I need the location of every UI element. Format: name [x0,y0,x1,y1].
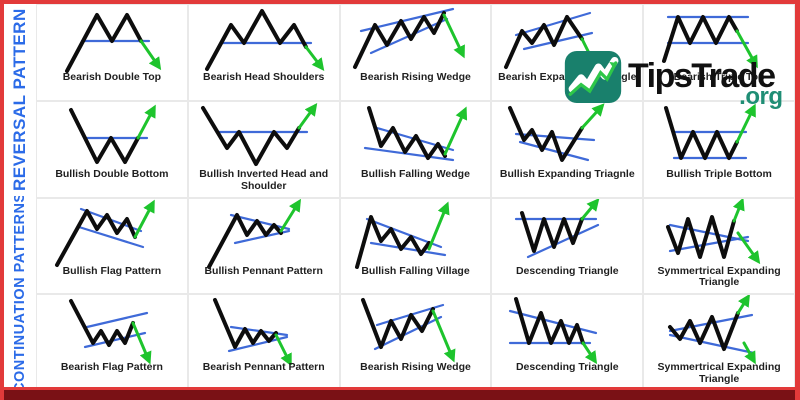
pattern-card: Bearish Double Top [37,5,187,100]
pattern-card: Bearish Rising Wedge [340,295,491,390]
pattern-label: Bullish Pennant Pattern [204,264,323,277]
section-sidebar: REVERSAL PATTERN CONTINUATION PATTERNS [4,4,36,391]
pattern-label: Bearish Triple Top [673,71,765,83]
pattern-label: Bearish Head Shoulders [203,71,325,83]
pattern-card: Symmertrical Expanding Triangle [644,295,794,390]
pattern-card: Bearish Head Shoulders [188,5,339,100]
pattern-chart [662,15,758,69]
pattern-label: Bearish Rising Wedge [360,71,471,83]
pattern-chart [64,13,162,73]
pattern-chart [515,198,600,258]
pattern-chart [354,201,449,269]
pattern-label: Bullish Falling Village [361,264,470,277]
pattern-chart [668,295,756,365]
tipstrade-logo-icon [564,51,622,103]
pattern-chart [360,298,455,363]
pattern-chart [664,103,756,160]
section-label-continuation-patterns: CONTINUATION PATTERNS [12,196,28,390]
pattern-label: Bullish Inverted Head and Shoulder [199,167,329,192]
pattern-chart [509,297,598,365]
pattern-chart [666,198,761,264]
pattern-label: Bearish Flag Pattern [60,361,163,374]
patterns-grid: Bearish Double Top Bearish Head Shoulders… [36,4,795,391]
pattern-chart [200,102,317,166]
pattern-card: Bullish Inverted Head and Shoulder [188,101,339,197]
pattern-card: Bearish Triple Top [644,5,794,100]
pattern-label: Bullish Double Bottom [55,167,169,180]
pattern-card: Bearish Flag Pattern [37,295,187,390]
pattern-chart [508,102,605,162]
pattern-card: Bullish Pennant Pattern [188,198,339,294]
pattern-chart [54,199,155,267]
pattern-card: Descending Triangle [492,198,643,294]
pattern-label: Descending Triangle [515,361,619,374]
pattern-chart [68,104,156,164]
logo-wordmark: TipsTrade .org [628,51,783,109]
tipstrade-logo: TipsTrade .org [564,51,783,109]
pattern-card: Bullish Triple Bottom [644,101,794,197]
pattern-card: Bullish Falling Wedge [340,101,491,197]
pattern-card: Bearish Pennant Pattern [188,295,339,390]
pattern-chart [68,299,152,365]
pattern-label: Bearish Double Top [62,71,162,83]
pattern-label: Bearish Pennant Pattern [202,361,325,374]
pattern-chart [352,7,465,69]
bottom-red-band [4,387,795,400]
pattern-card: Bullish Falling Village [340,198,491,294]
pattern-card: Symmertrical Expanding Triangle [644,198,794,294]
pattern-chart [212,298,292,366]
pattern-label: Symmertrical Expanding Triangle [657,361,781,385]
pattern-label: Bearish Rising Wedge [360,361,471,374]
pattern-label: Bullish Triple Bottom [666,167,772,180]
logo-suffix: .org [739,83,783,110]
pattern-chart [204,9,324,72]
pattern-card: Bullish Double Bottom [37,101,187,197]
pattern-label: Descending Triangle [515,264,619,277]
pattern-card: Bullish Flag Pattern [37,198,187,294]
section-label-reversal-patterns: REVERSAL PATTERN [10,8,29,192]
pattern-card: Bullish Expanding Triagnle [492,101,643,197]
pattern-card: Descending Triangle [492,295,643,390]
pattern-chart [206,198,301,269]
pattern-label: Symmertrical Expanding Triangle [657,264,781,289]
pattern-chart [363,105,467,161]
content-area: REVERSAL PATTERN CONTINUATION PATTERNS B… [4,4,795,391]
pattern-label: Bullish Falling Wedge [361,167,470,180]
pattern-label: Bullish Flag Pattern [62,264,162,277]
pattern-card: Bearish Rising Wedge [340,5,491,100]
pattern-label: Bullish Expanding Triagnle [499,167,635,180]
